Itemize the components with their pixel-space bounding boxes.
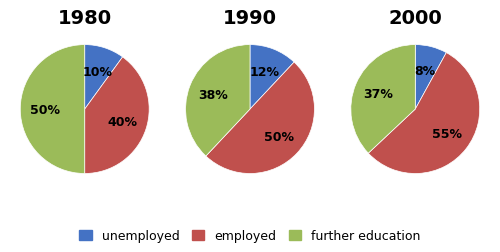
Text: 50%: 50% (30, 103, 60, 116)
Legend: unemployed, employed, further education: unemployed, employed, further education (76, 225, 424, 246)
Text: 50%: 50% (264, 130, 294, 143)
Text: 38%: 38% (198, 88, 228, 102)
Wedge shape (20, 45, 84, 174)
Wedge shape (84, 58, 149, 174)
Text: 37%: 37% (364, 87, 394, 100)
Wedge shape (368, 53, 480, 174)
Text: 12%: 12% (250, 66, 280, 79)
Text: 10%: 10% (82, 65, 112, 78)
Text: 8%: 8% (414, 65, 436, 78)
Text: 40%: 40% (108, 115, 138, 128)
Wedge shape (416, 45, 446, 110)
Wedge shape (206, 63, 314, 174)
Title: 1990: 1990 (223, 9, 277, 28)
Wedge shape (186, 45, 250, 156)
Wedge shape (250, 45, 294, 110)
Wedge shape (84, 45, 122, 110)
Wedge shape (351, 45, 416, 153)
Text: 55%: 55% (432, 128, 462, 140)
Title: 1980: 1980 (58, 9, 112, 28)
Title: 2000: 2000 (388, 9, 442, 28)
